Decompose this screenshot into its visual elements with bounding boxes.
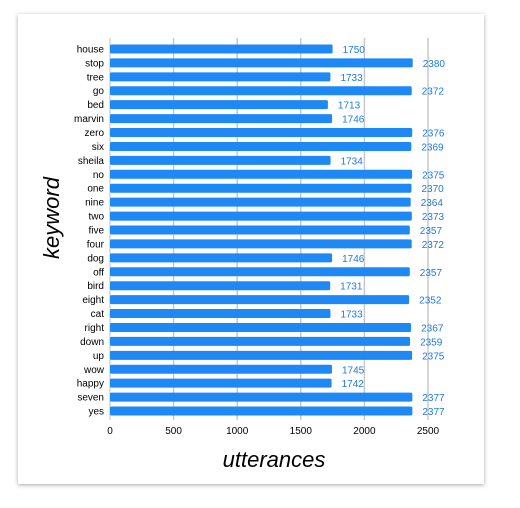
category-label: four xyxy=(87,239,105,250)
bar-wow xyxy=(110,364,332,374)
category-label: no xyxy=(93,170,105,181)
category-label: five xyxy=(88,226,104,237)
bar-sheila xyxy=(110,155,331,165)
x-tick-label: 500 xyxy=(165,426,182,437)
bar-five xyxy=(110,225,410,235)
category-label: marvin xyxy=(74,114,104,125)
value-label: 2357 xyxy=(420,268,443,279)
category-label: two xyxy=(88,212,104,223)
bar-cat xyxy=(110,309,331,319)
bar-down xyxy=(110,336,411,346)
value-label: 1750 xyxy=(343,45,366,56)
value-label: 1734 xyxy=(341,156,364,167)
value-label: 2372 xyxy=(422,240,445,251)
category-label: one xyxy=(87,184,104,195)
value-label: 1742 xyxy=(342,379,365,390)
bar-house xyxy=(110,44,333,54)
bar-no xyxy=(110,169,413,179)
bar-two xyxy=(110,211,412,221)
value-labels: 1750 2380 1733 2372 1713 1746 2376 2369 1734 2375… xyxy=(338,45,446,418)
category-label: bed xyxy=(87,100,104,111)
value-label: 2377 xyxy=(422,407,445,418)
value-label: 1733 xyxy=(340,310,363,321)
category-label: off xyxy=(93,267,104,278)
category-label: nine xyxy=(85,198,104,209)
x-tick-label: 0 xyxy=(107,426,113,437)
category-label: tree xyxy=(87,72,105,83)
category-label: bird xyxy=(87,281,104,292)
x-tick-label: 2000 xyxy=(353,426,376,437)
bar-one xyxy=(110,183,412,193)
x-tick-label: 1000 xyxy=(226,426,249,437)
bar-six xyxy=(110,141,412,151)
category-label: happy xyxy=(77,379,104,390)
category-label: cat xyxy=(91,309,105,320)
value-label: 1731 xyxy=(340,282,363,293)
value-label: 2367 xyxy=(421,323,444,334)
value-label: 2370 xyxy=(421,184,444,195)
y-axis-title: keyword xyxy=(39,176,64,259)
bar-zero xyxy=(110,128,413,138)
bar-happy xyxy=(110,378,332,388)
category-label: dog xyxy=(87,253,104,264)
x-tick-label: 1500 xyxy=(290,426,313,437)
category-label: yes xyxy=(88,407,104,418)
category-label: up xyxy=(93,351,105,362)
value-label: 2357 xyxy=(420,226,443,237)
value-label: 2373 xyxy=(422,212,445,223)
category-label: seven xyxy=(77,393,104,404)
bar-seven xyxy=(110,392,413,402)
bar-yes xyxy=(110,406,413,416)
bars xyxy=(110,44,413,416)
bar-eight xyxy=(110,295,410,305)
bar-marvin xyxy=(110,114,333,124)
bar-nine xyxy=(110,197,411,207)
value-label: 2380 xyxy=(423,59,446,70)
value-label: 1713 xyxy=(338,101,361,112)
category-label: right xyxy=(85,323,105,334)
value-label: 2377 xyxy=(422,393,445,404)
bar-right xyxy=(110,322,412,332)
value-label: 2364 xyxy=(421,198,444,209)
category-label: go xyxy=(93,86,105,97)
bar-bed xyxy=(110,100,328,110)
category-label: eight xyxy=(82,295,104,306)
value-label: 2375 xyxy=(422,351,445,362)
category-label: wow xyxy=(83,365,105,376)
category-label: zero xyxy=(85,128,105,139)
category-label: six xyxy=(92,142,104,153)
bar-off xyxy=(110,267,410,277)
x-axis-title: utterances xyxy=(223,447,326,472)
category-label: stop xyxy=(85,58,104,69)
value-label: 2352 xyxy=(419,296,442,307)
value-label: 1746 xyxy=(342,254,365,265)
category-label: house xyxy=(77,44,105,55)
value-label: 1745 xyxy=(342,365,365,376)
bar-stop xyxy=(110,58,413,68)
value-label: 1746 xyxy=(342,115,365,126)
bar-up xyxy=(110,350,413,360)
bar-four xyxy=(110,239,412,249)
value-label: 2376 xyxy=(422,129,445,140)
value-label: 2372 xyxy=(422,87,445,98)
category-labels: house stop tree go bed marvin zero six sheila no o… xyxy=(74,44,105,417)
bar-tree xyxy=(110,72,331,82)
bar-dog xyxy=(110,253,333,263)
category-label: sheila xyxy=(78,156,105,167)
value-label: 1733 xyxy=(340,73,363,84)
bar-go xyxy=(110,86,412,96)
x-tick-label: 2500 xyxy=(417,426,440,437)
category-label: down xyxy=(80,337,104,348)
bar-bird xyxy=(110,281,331,291)
x-tick-labels: 0 500 1000 1500 2000 2500 xyxy=(107,426,439,437)
value-label: 2369 xyxy=(421,142,444,153)
value-label: 2359 xyxy=(420,337,443,348)
value-label: 2375 xyxy=(422,170,445,181)
